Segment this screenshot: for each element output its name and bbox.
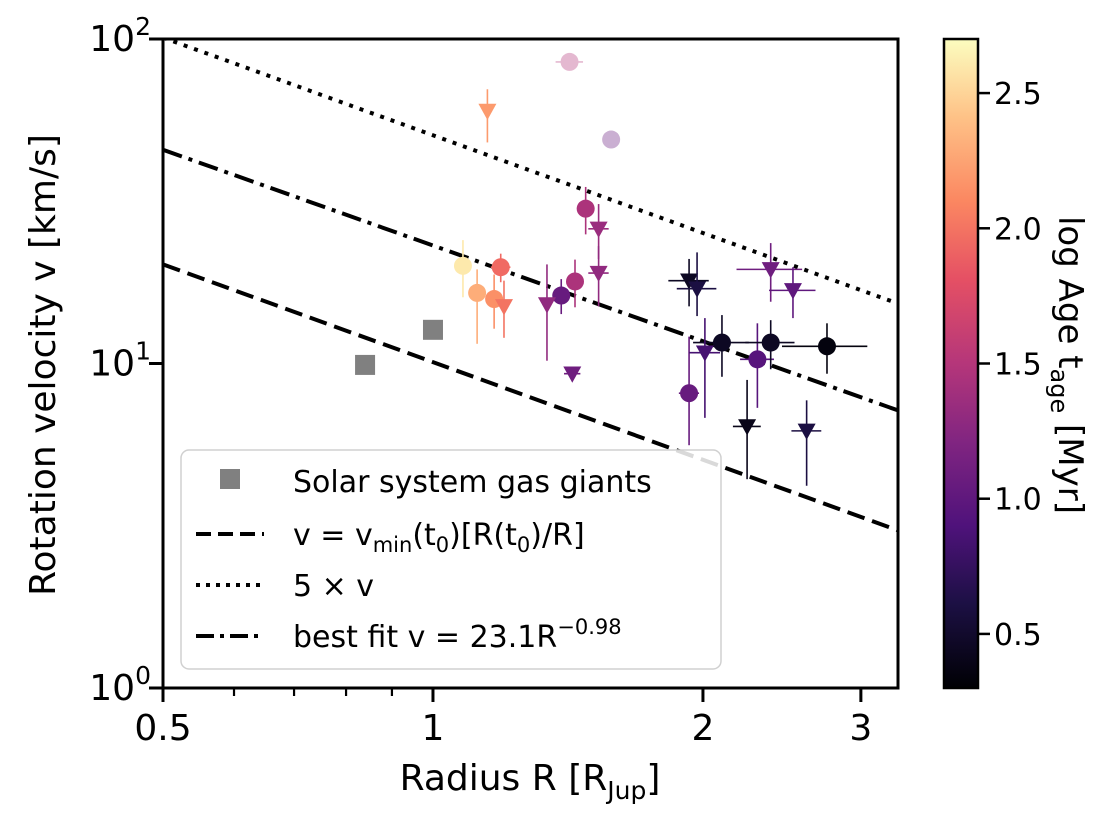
detection-group — [781, 323, 868, 374]
colorbar-tick-label: 1.0 — [994, 483, 1042, 518]
detection-group — [552, 279, 571, 315]
colorbar-tick-label: 2.0 — [994, 212, 1042, 247]
detection-point — [748, 350, 767, 369]
upper-limit-group — [494, 280, 513, 338]
detection-group — [678, 336, 700, 446]
detection-point — [680, 384, 699, 403]
upper-limit-point — [563, 366, 582, 383]
upper-limit-group — [478, 89, 497, 143]
upper-limit-point — [738, 419, 757, 436]
upper-limit-point — [688, 281, 707, 298]
solar-system-point — [422, 319, 443, 340]
y-tick-label: 102 — [89, 12, 151, 60]
x-tick-label: 3 — [849, 708, 872, 749]
x-tick-label: 0.5 — [134, 708, 191, 749]
upper-limit-point — [783, 283, 802, 300]
detection-point — [552, 286, 571, 305]
detection-group — [693, 315, 749, 377]
detection-group — [453, 240, 472, 298]
detection-point — [491, 258, 510, 277]
upper-limit-group — [563, 366, 582, 383]
upper-limit-point — [797, 423, 816, 440]
upper-limit-group — [588, 246, 609, 307]
detection-point — [817, 337, 836, 356]
legend-entry-vmin: v = vmin(t0)[R(t0)/R] — [293, 518, 585, 557]
legend-entry-5x: 5 × v — [293, 569, 374, 604]
detection-group — [490, 253, 511, 283]
x-axis-label: Radius R [RJup] — [400, 758, 661, 805]
upper-limit-group — [732, 379, 761, 480]
x-axis: 0.5 1 2 3 — [134, 688, 872, 749]
detection-group — [740, 323, 774, 408]
upper-limit-point — [695, 345, 714, 362]
detection-group — [555, 52, 584, 71]
colorbar-tick-label: 0.5 — [994, 618, 1042, 653]
upper-limit-group — [769, 267, 816, 319]
detection-point — [560, 52, 579, 71]
colorbar-gradient — [944, 39, 978, 688]
solar-system-point — [355, 354, 376, 375]
legend-square-marker — [220, 469, 240, 489]
detection-point — [576, 199, 595, 218]
detection-group — [602, 130, 621, 149]
upper-limit-point — [589, 221, 608, 238]
model-line-v_min — [163, 262, 898, 533]
upper-limit-group — [537, 264, 556, 361]
detection-point — [468, 283, 487, 302]
legend: Solar system gas giants v = vmin(t0)[R(t… — [180, 449, 722, 670]
colorbar-tick-label: 1.5 — [994, 348, 1042, 383]
colorbar-label: log Age tage [Myr] — [1045, 216, 1090, 514]
detection-point — [712, 333, 731, 352]
upper-limit-point — [537, 297, 556, 314]
detection-group — [566, 259, 585, 308]
detection-group — [745, 320, 795, 370]
model-line-best_fit — [163, 147, 898, 413]
model-line-5x — [163, 39, 898, 306]
upper-limit-point — [478, 103, 497, 120]
upper-limit-point — [494, 299, 513, 316]
detection-point — [761, 333, 780, 352]
upper-limit-group — [689, 318, 721, 418]
colorbar: 0.5 1.0 1.5 2.0 2.5 log Age tage [Myr] — [942, 37, 1090, 690]
detection-point — [453, 256, 472, 275]
y-tick-label: 101 — [89, 337, 151, 385]
upper-limit-group — [676, 252, 717, 317]
upper-limit-group — [791, 400, 822, 486]
legend-entry-bestfit: best fit v = 23.1R−0.98 — [293, 615, 622, 655]
y-tick-label: 100 — [89, 661, 151, 709]
upper-limit-point — [761, 262, 780, 279]
legend-entry-solar: Solar system gas giants — [293, 465, 652, 500]
detection-group — [468, 269, 487, 344]
y-axis-label: Rotation velocity v [km/s] — [23, 134, 64, 596]
x-tick-label: 1 — [422, 708, 445, 749]
upper-limit-point — [589, 265, 608, 283]
detection-point — [566, 272, 585, 291]
y-axis: 100 101 102 — [89, 12, 163, 709]
upper-limit-group — [736, 243, 803, 302]
detection-group — [576, 186, 595, 235]
x-tick-label: 2 — [691, 708, 714, 749]
detection-point — [602, 130, 621, 149]
legend-box — [180, 449, 722, 670]
colorbar-tick-label: 2.5 — [994, 77, 1042, 112]
